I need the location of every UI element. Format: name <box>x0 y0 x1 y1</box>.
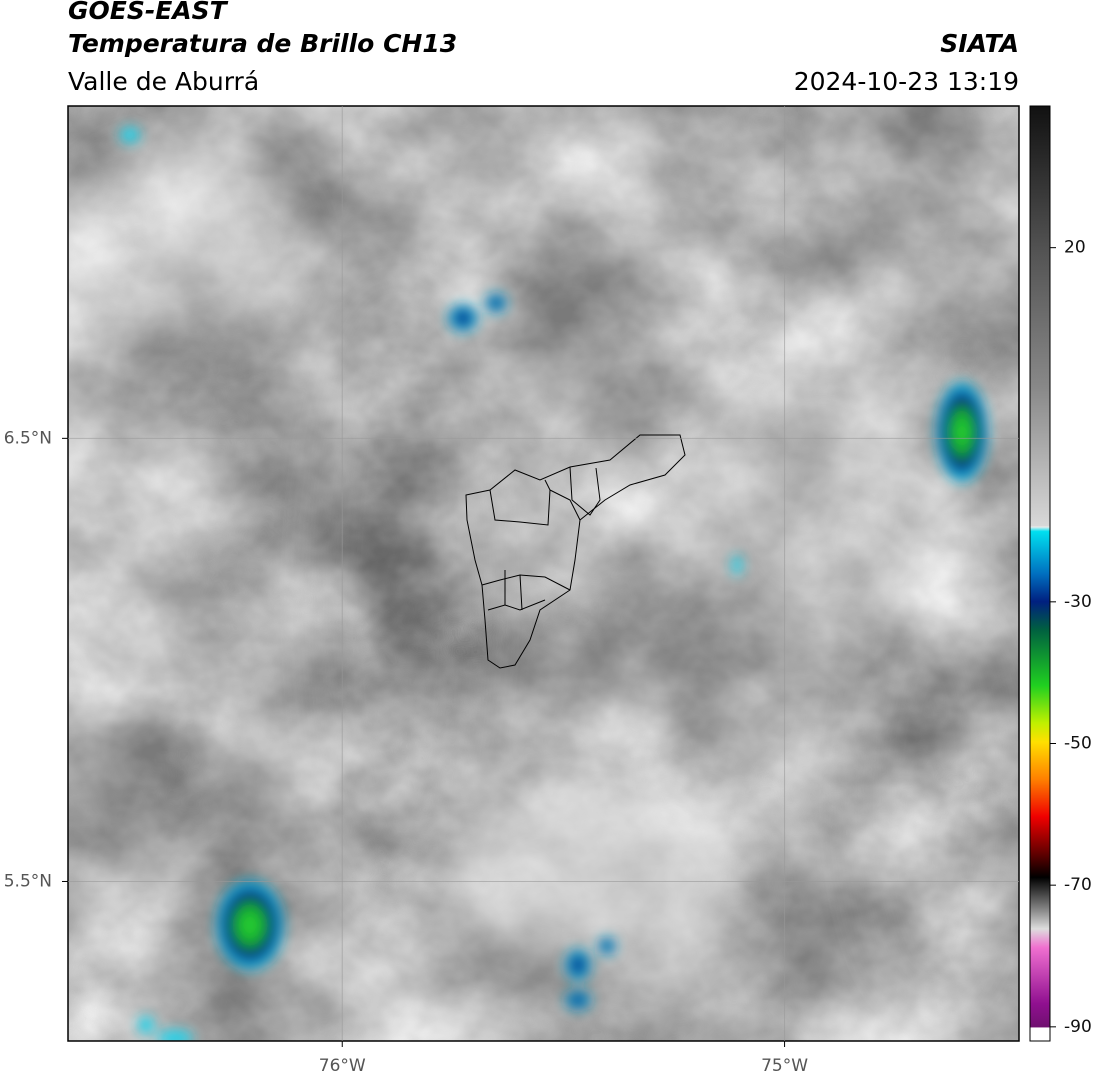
colorbar-tick-label: -90 <box>1064 1017 1092 1037</box>
subtitle: Temperatura de Brillo CH13 <box>68 29 457 58</box>
valle-de-aburra-boundary <box>465 434 686 669</box>
map-frame <box>67 105 1020 1042</box>
colorbar <box>1029 105 1051 1042</box>
source: SIATA <box>940 29 1019 58</box>
x-tick-label: 75°W <box>761 1056 808 1076</box>
colorbar-tick-label: -50 <box>1064 734 1092 754</box>
satellite-image <box>68 106 1019 1041</box>
y-tick-label: 5.5°N <box>4 871 52 891</box>
datetime: 2024-10-23 13:19 <box>794 67 1019 96</box>
colorbar-tick-label: 20 <box>1064 238 1086 258</box>
y-tick-label: 6.5°N <box>4 428 52 448</box>
colorbar-tick-label: -70 <box>1064 875 1092 895</box>
x-tick-label: 76°W <box>319 1056 366 1076</box>
region: Valle de Aburrá <box>68 67 259 96</box>
title: GOES-EAST <box>68 0 229 25</box>
colorbar-tick-label: -30 <box>1064 592 1092 612</box>
